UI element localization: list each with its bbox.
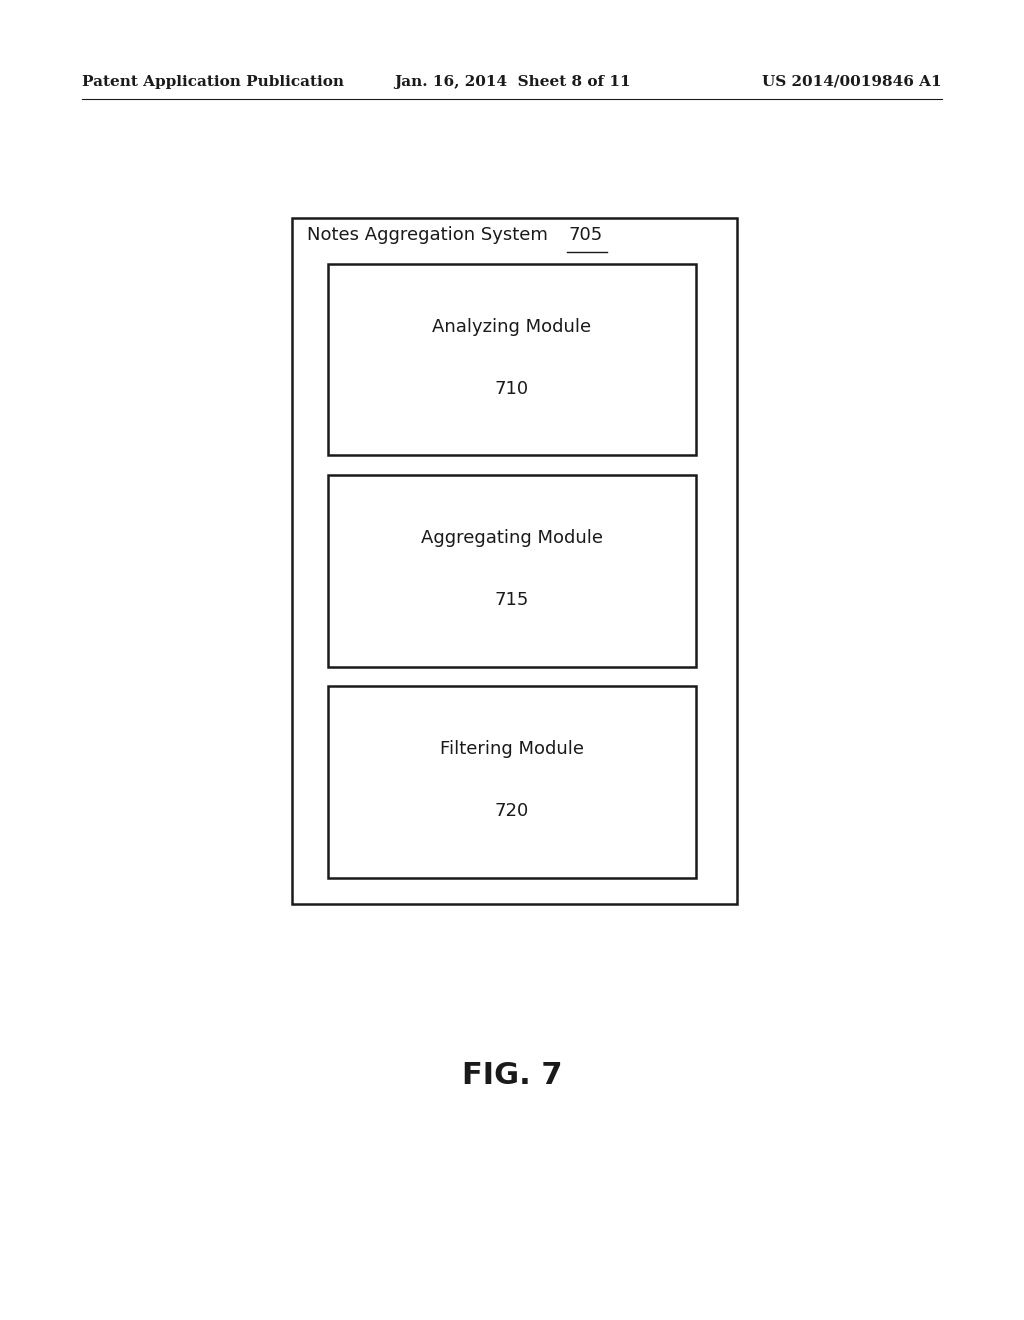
Bar	[328, 686, 696, 878]
Bar	[292, 218, 737, 904]
Bar	[328, 264, 696, 455]
Text: 715: 715	[495, 591, 529, 609]
Text: 710: 710	[495, 380, 529, 397]
Text: Filtering Module: Filtering Module	[440, 741, 584, 758]
Text: Jan. 16, 2014  Sheet 8 of 11: Jan. 16, 2014 Sheet 8 of 11	[393, 75, 631, 88]
Bar	[328, 475, 696, 667]
Text: Notes Aggregation System: Notes Aggregation System	[307, 226, 554, 244]
Text: Patent Application Publication: Patent Application Publication	[82, 75, 344, 88]
Text: FIG. 7: FIG. 7	[462, 1061, 562, 1090]
Text: Aggregating Module: Aggregating Module	[421, 529, 603, 546]
Text: 720: 720	[495, 803, 529, 820]
Text: US 2014/0019846 A1: US 2014/0019846 A1	[763, 75, 942, 88]
Text: 705: 705	[568, 226, 602, 244]
Text: Analyzing Module: Analyzing Module	[432, 318, 592, 335]
